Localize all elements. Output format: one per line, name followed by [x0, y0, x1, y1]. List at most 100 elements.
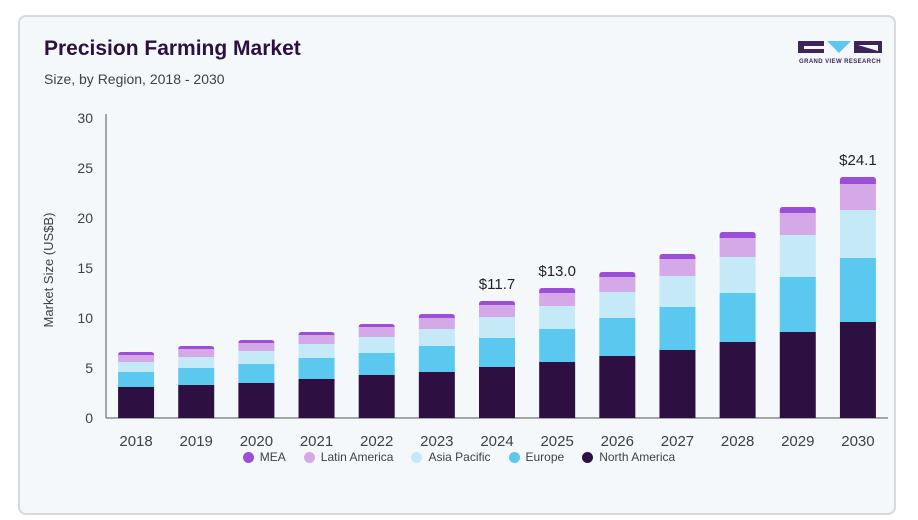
bar-segment-asia-pacific	[599, 292, 636, 318]
bar-segment-europe	[418, 346, 455, 372]
bar-segment-north-america	[839, 322, 876, 418]
x-tick-label: 2021	[300, 433, 333, 450]
legend-swatch	[242, 451, 254, 463]
legend-swatch	[508, 451, 520, 463]
bar-segment-asia-pacific	[659, 276, 696, 307]
bar-segment-north-america	[659, 350, 696, 418]
bar-segment-europe	[599, 318, 636, 356]
legend-swatch	[582, 451, 594, 463]
bar-segment-mea	[659, 254, 696, 259]
legend-swatch	[303, 451, 315, 463]
total-value-label: $13.0	[538, 263, 576, 280]
bar-segment-mea	[178, 346, 215, 349]
x-tick-label: 2023	[420, 433, 453, 450]
bar-segment-latin-america	[358, 327, 395, 337]
bar-segment-europe	[779, 277, 816, 332]
bar-segment-asia-pacific	[178, 357, 215, 368]
bar-segment-mea	[479, 301, 515, 305]
bar-segment-europe	[238, 364, 275, 383]
bar-segment-north-america	[539, 362, 576, 418]
bar-segment-latin-america	[599, 277, 636, 292]
bar-segment-asia-pacific	[479, 317, 515, 338]
bar-segment-north-america	[358, 375, 395, 418]
bar-segment-north-america	[178, 385, 215, 418]
logo-mark-icon	[798, 41, 882, 53]
x-tick-label: 2028	[721, 433, 754, 450]
bar-segment-latin-america	[479, 305, 515, 317]
bar-segment-latin-america	[719, 238, 756, 257]
x-tick-label: 2022	[360, 433, 393, 450]
bar-segment-asia-pacific	[719, 257, 756, 293]
legend-label: Latin America	[320, 450, 394, 464]
total-value-label: $24.1	[839, 152, 877, 169]
x-tick-label: 2020	[240, 433, 273, 450]
bar-segment-europe	[118, 372, 155, 387]
legend-label: Asia Pacific	[428, 450, 491, 464]
bar-segment-mea	[118, 352, 155, 355]
bar-segment-europe	[178, 368, 215, 385]
bar-segment-north-america	[118, 387, 155, 418]
x-tick-label: 2030	[841, 433, 874, 450]
bar-segment-europe	[298, 358, 335, 379]
legend-item-north-america: North America	[582, 450, 675, 464]
bar-segment-mea	[719, 232, 756, 238]
legend-swatch	[411, 451, 423, 463]
legend-label: North America	[599, 450, 676, 464]
bar-segment-north-america	[418, 372, 455, 418]
bar-segment-asia-pacific	[779, 235, 816, 277]
bar-segment-europe	[479, 338, 515, 367]
bar-segment-latin-america	[779, 213, 816, 235]
bar-segment-north-america	[238, 383, 275, 418]
bar-segment-latin-america	[539, 293, 576, 306]
x-tick-label: 2026	[601, 433, 634, 450]
bar-segment-north-america	[599, 356, 636, 418]
bar-segment-mea	[599, 272, 636, 277]
bar-segment-europe	[659, 307, 696, 350]
bar-segment-mea	[238, 340, 275, 343]
y-tick-label: 30	[77, 110, 93, 126]
bar-segment-europe	[539, 329, 576, 362]
y-tick-label: 0	[85, 410, 93, 426]
x-tick-label: 2025	[540, 433, 573, 450]
bar-segment-mea	[298, 332, 335, 335]
grand-view-research-logo: GRAND VIEW RESEARCH	[794, 39, 886, 73]
bar-segment-latin-america	[178, 349, 215, 357]
x-tick-label: 2024	[480, 433, 513, 450]
bar-segment-mea	[539, 288, 576, 293]
y-axis-title: Market Size (US$B)	[41, 213, 56, 328]
legend-item-latin-america: Latin America	[303, 450, 394, 464]
bar-segment-north-america	[479, 367, 515, 418]
bar-segment-asia-pacific	[118, 362, 155, 372]
bar-segment-europe	[839, 258, 876, 322]
bar-segment-latin-america	[298, 335, 335, 344]
y-tick-label: 10	[77, 310, 93, 326]
bar-segment-mea	[418, 314, 455, 318]
total-value-label: $11.7	[479, 276, 515, 293]
bar-segment-latin-america	[839, 184, 876, 210]
bar-segment-asia-pacific	[358, 337, 395, 353]
legend-item-asia-pacific: Asia Pacific	[411, 450, 491, 464]
logo-text: GRAND VIEW RESEARCH	[799, 59, 881, 65]
bar-segment-mea	[779, 207, 816, 213]
bar-segment-asia-pacific	[298, 344, 335, 358]
bar-segment-asia-pacific	[418, 329, 455, 346]
x-tick-label: 2029	[781, 433, 814, 450]
bar-segment-europe	[719, 293, 756, 342]
x-tick-label: 2019	[180, 433, 213, 450]
bar-segment-asia-pacific	[839, 210, 876, 258]
chart-title: Precision Farming Market	[44, 37, 301, 60]
legend-item-europe: Europe	[508, 450, 565, 464]
bar-segment-mea	[358, 324, 395, 327]
bar-segment-north-america	[719, 342, 756, 418]
y-tick-label: 15	[77, 260, 93, 276]
bar-segment-mea	[839, 177, 876, 184]
x-tick-label: 2018	[119, 433, 152, 450]
bar-segment-latin-america	[238, 343, 275, 351]
bar-segment-north-america	[298, 379, 335, 418]
legend-label: Europe	[525, 450, 565, 464]
bar-segment-asia-pacific	[539, 306, 576, 329]
x-tick-label: 2027	[661, 433, 694, 450]
y-tick-label: 5	[85, 360, 93, 376]
bar-segment-latin-america	[418, 318, 455, 329]
